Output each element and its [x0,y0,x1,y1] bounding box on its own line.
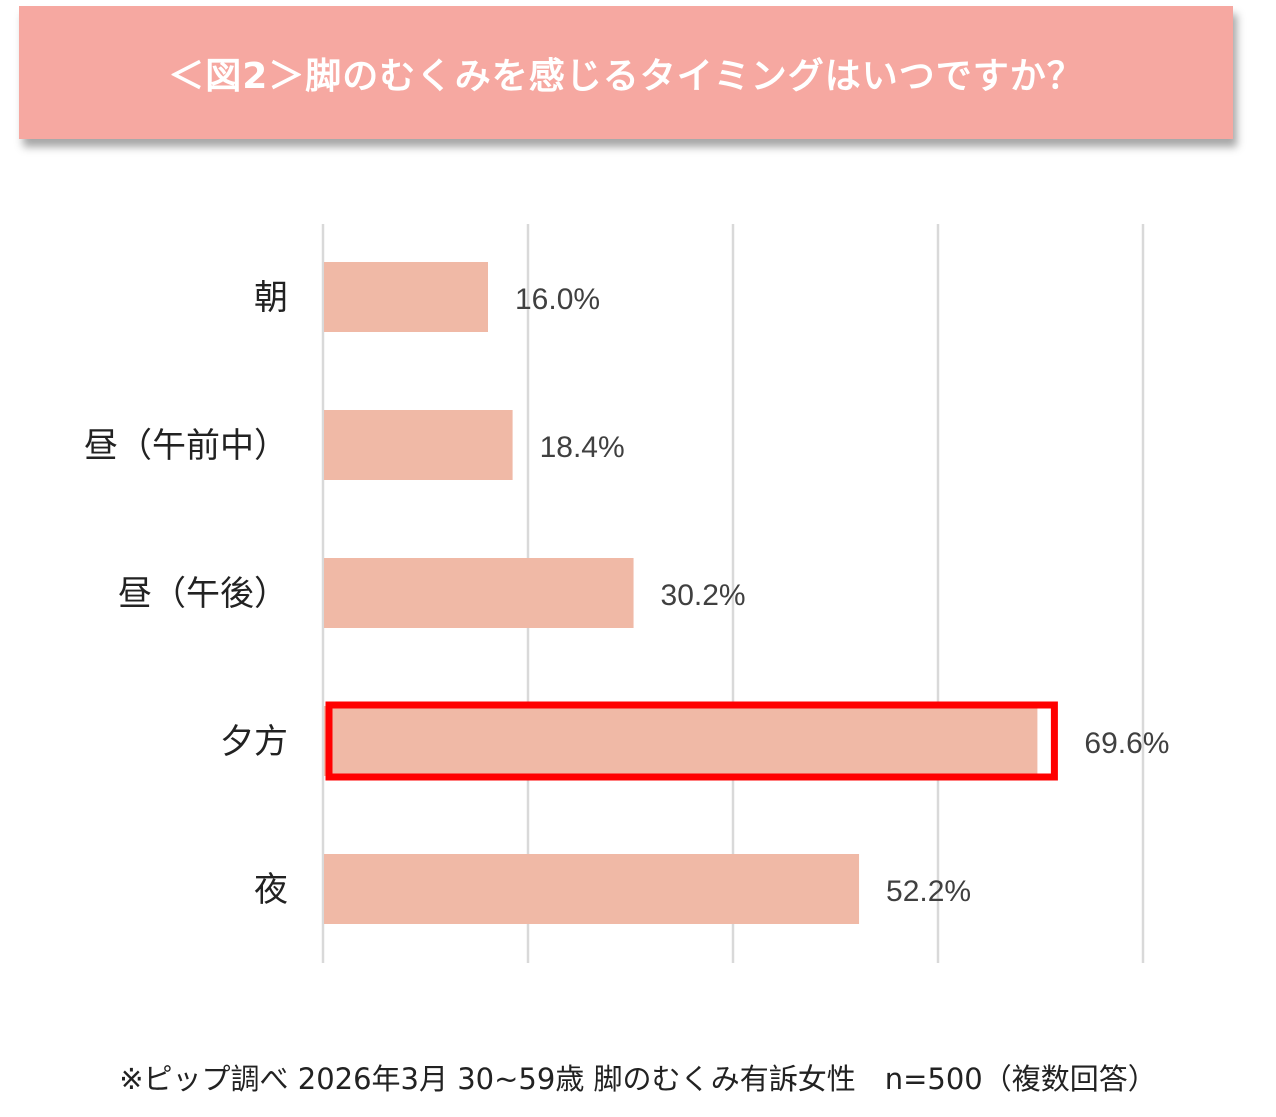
bar [324,706,1038,776]
bar [324,262,488,332]
category-label: 昼（午前中） [84,426,288,466]
data-label: 30.2% [661,579,746,612]
bar [324,558,634,628]
highlight-border [325,701,1058,781]
data-label: 16.0% [515,283,600,316]
bar [324,410,513,480]
title-banner: ＜図2＞脚のむくみを感じるタイミングはいつですか？ [19,6,1233,139]
data-label: 18.4% [540,431,625,464]
category-label: 夕方 [220,722,288,762]
chart-title: ＜図2＞脚のむくみを感じるタイミングはいつですか？ [168,55,1084,97]
data-label: 69.6% [1084,727,1169,760]
category-label: 昼（午後） [118,574,288,614]
category-label: 朝 [254,278,288,318]
category-label: 夜 [254,870,288,910]
data-label: 52.2% [886,875,971,908]
footer-note: ※ピップ調べ 2026年3月 30~59歳 脚のむくみ有訴女性 n=500（複数… [119,1062,1157,1096]
bar [324,854,860,924]
